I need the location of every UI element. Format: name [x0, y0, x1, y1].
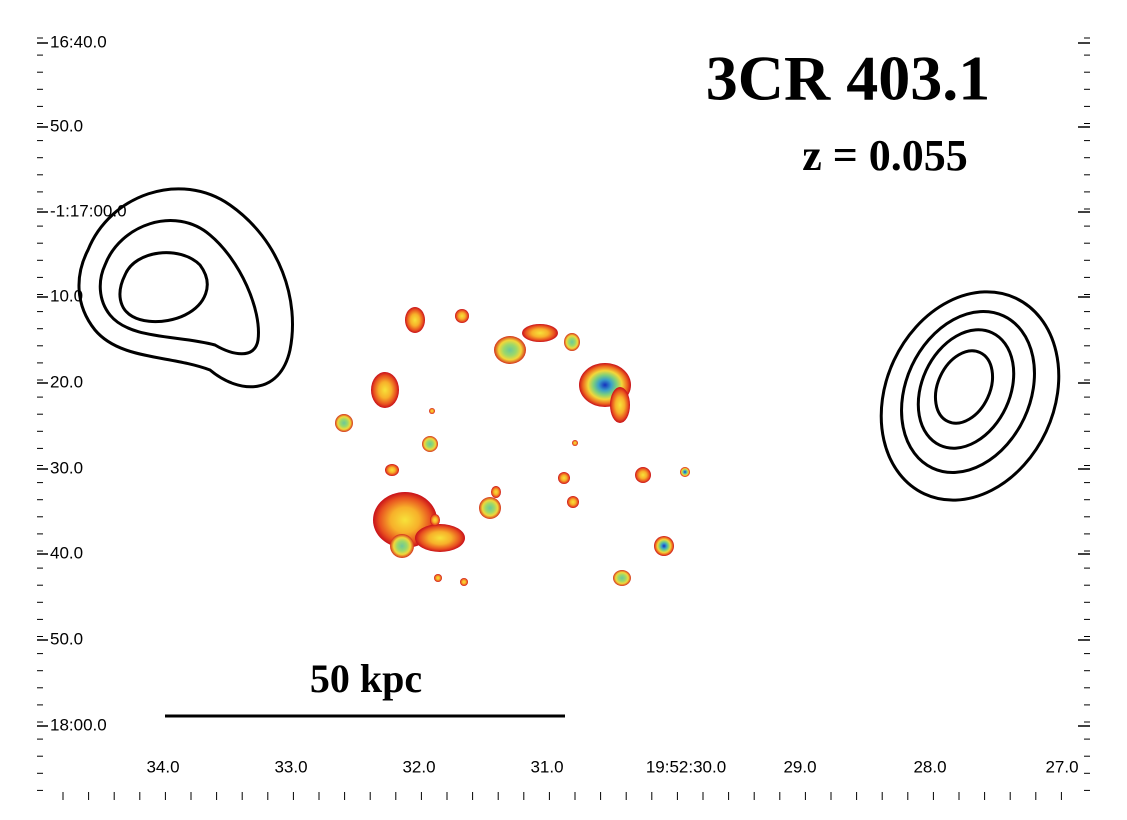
y-tick-label: 50.0	[50, 629, 83, 648]
emission-blob	[460, 578, 468, 586]
emission-blob	[635, 467, 651, 483]
emission-blob	[479, 497, 501, 519]
emission-blob	[564, 333, 580, 351]
x-tick-label: 29.0	[783, 757, 816, 776]
scale-bar-label: 50 kpc	[310, 656, 422, 701]
emission-blob	[654, 536, 674, 556]
redshift: z = 0.055	[802, 131, 968, 180]
emission-blob	[572, 440, 578, 446]
x-tick-label: 19:52:30.0	[646, 757, 726, 776]
emission-blob	[558, 472, 570, 484]
emission-blob	[371, 372, 399, 408]
x-tick-label: 27.0	[1045, 757, 1078, 776]
x-tick-label: 31.0	[530, 757, 563, 776]
y-tick-label: 50.0	[50, 116, 83, 135]
emission-blob	[434, 574, 442, 582]
emission-blob	[415, 524, 465, 552]
radio-contours-east	[77, 187, 294, 389]
y-tick-label: 16:40.0	[50, 32, 107, 51]
x-tick-label: 34.0	[146, 757, 179, 776]
emission-blob	[405, 307, 425, 333]
emission-blob	[610, 387, 630, 423]
y-tick-label: 10.0	[50, 286, 83, 305]
emission-blob	[494, 336, 526, 364]
emission-blob	[385, 464, 399, 476]
y-tick-label: 40.0	[50, 543, 83, 562]
emission-blob	[522, 324, 558, 342]
emission-blob	[422, 436, 438, 452]
emission-blob	[455, 309, 469, 323]
y-tick-label: 30.0	[50, 458, 83, 477]
emission-blob	[567, 496, 579, 508]
axis-ticks: 16:40.0 50.0 -1:17:00.0 10.0 20.0 30.0 40.0 50.…	[37, 32, 1090, 800]
y-tick-label: 18:00.0	[50, 715, 107, 734]
x-tick-label: 32.0	[402, 757, 435, 776]
emission-blob	[430, 514, 440, 526]
emission-blob	[390, 534, 414, 558]
emission-blob	[429, 408, 435, 414]
emission-blob	[335, 414, 353, 432]
x-tick-label: 33.0	[274, 757, 307, 776]
y-tick-label: -1:17:00.0	[50, 201, 127, 220]
emission-blob	[613, 570, 631, 586]
title: 3CR 403.1	[706, 43, 990, 114]
emission-blob	[680, 467, 690, 477]
y-tick-label: 20.0	[50, 372, 83, 391]
x-tick-label: 28.0	[913, 757, 946, 776]
radio-contours-west	[879, 290, 1061, 502]
emission	[335, 307, 690, 586]
emission-blob	[491, 486, 501, 498]
